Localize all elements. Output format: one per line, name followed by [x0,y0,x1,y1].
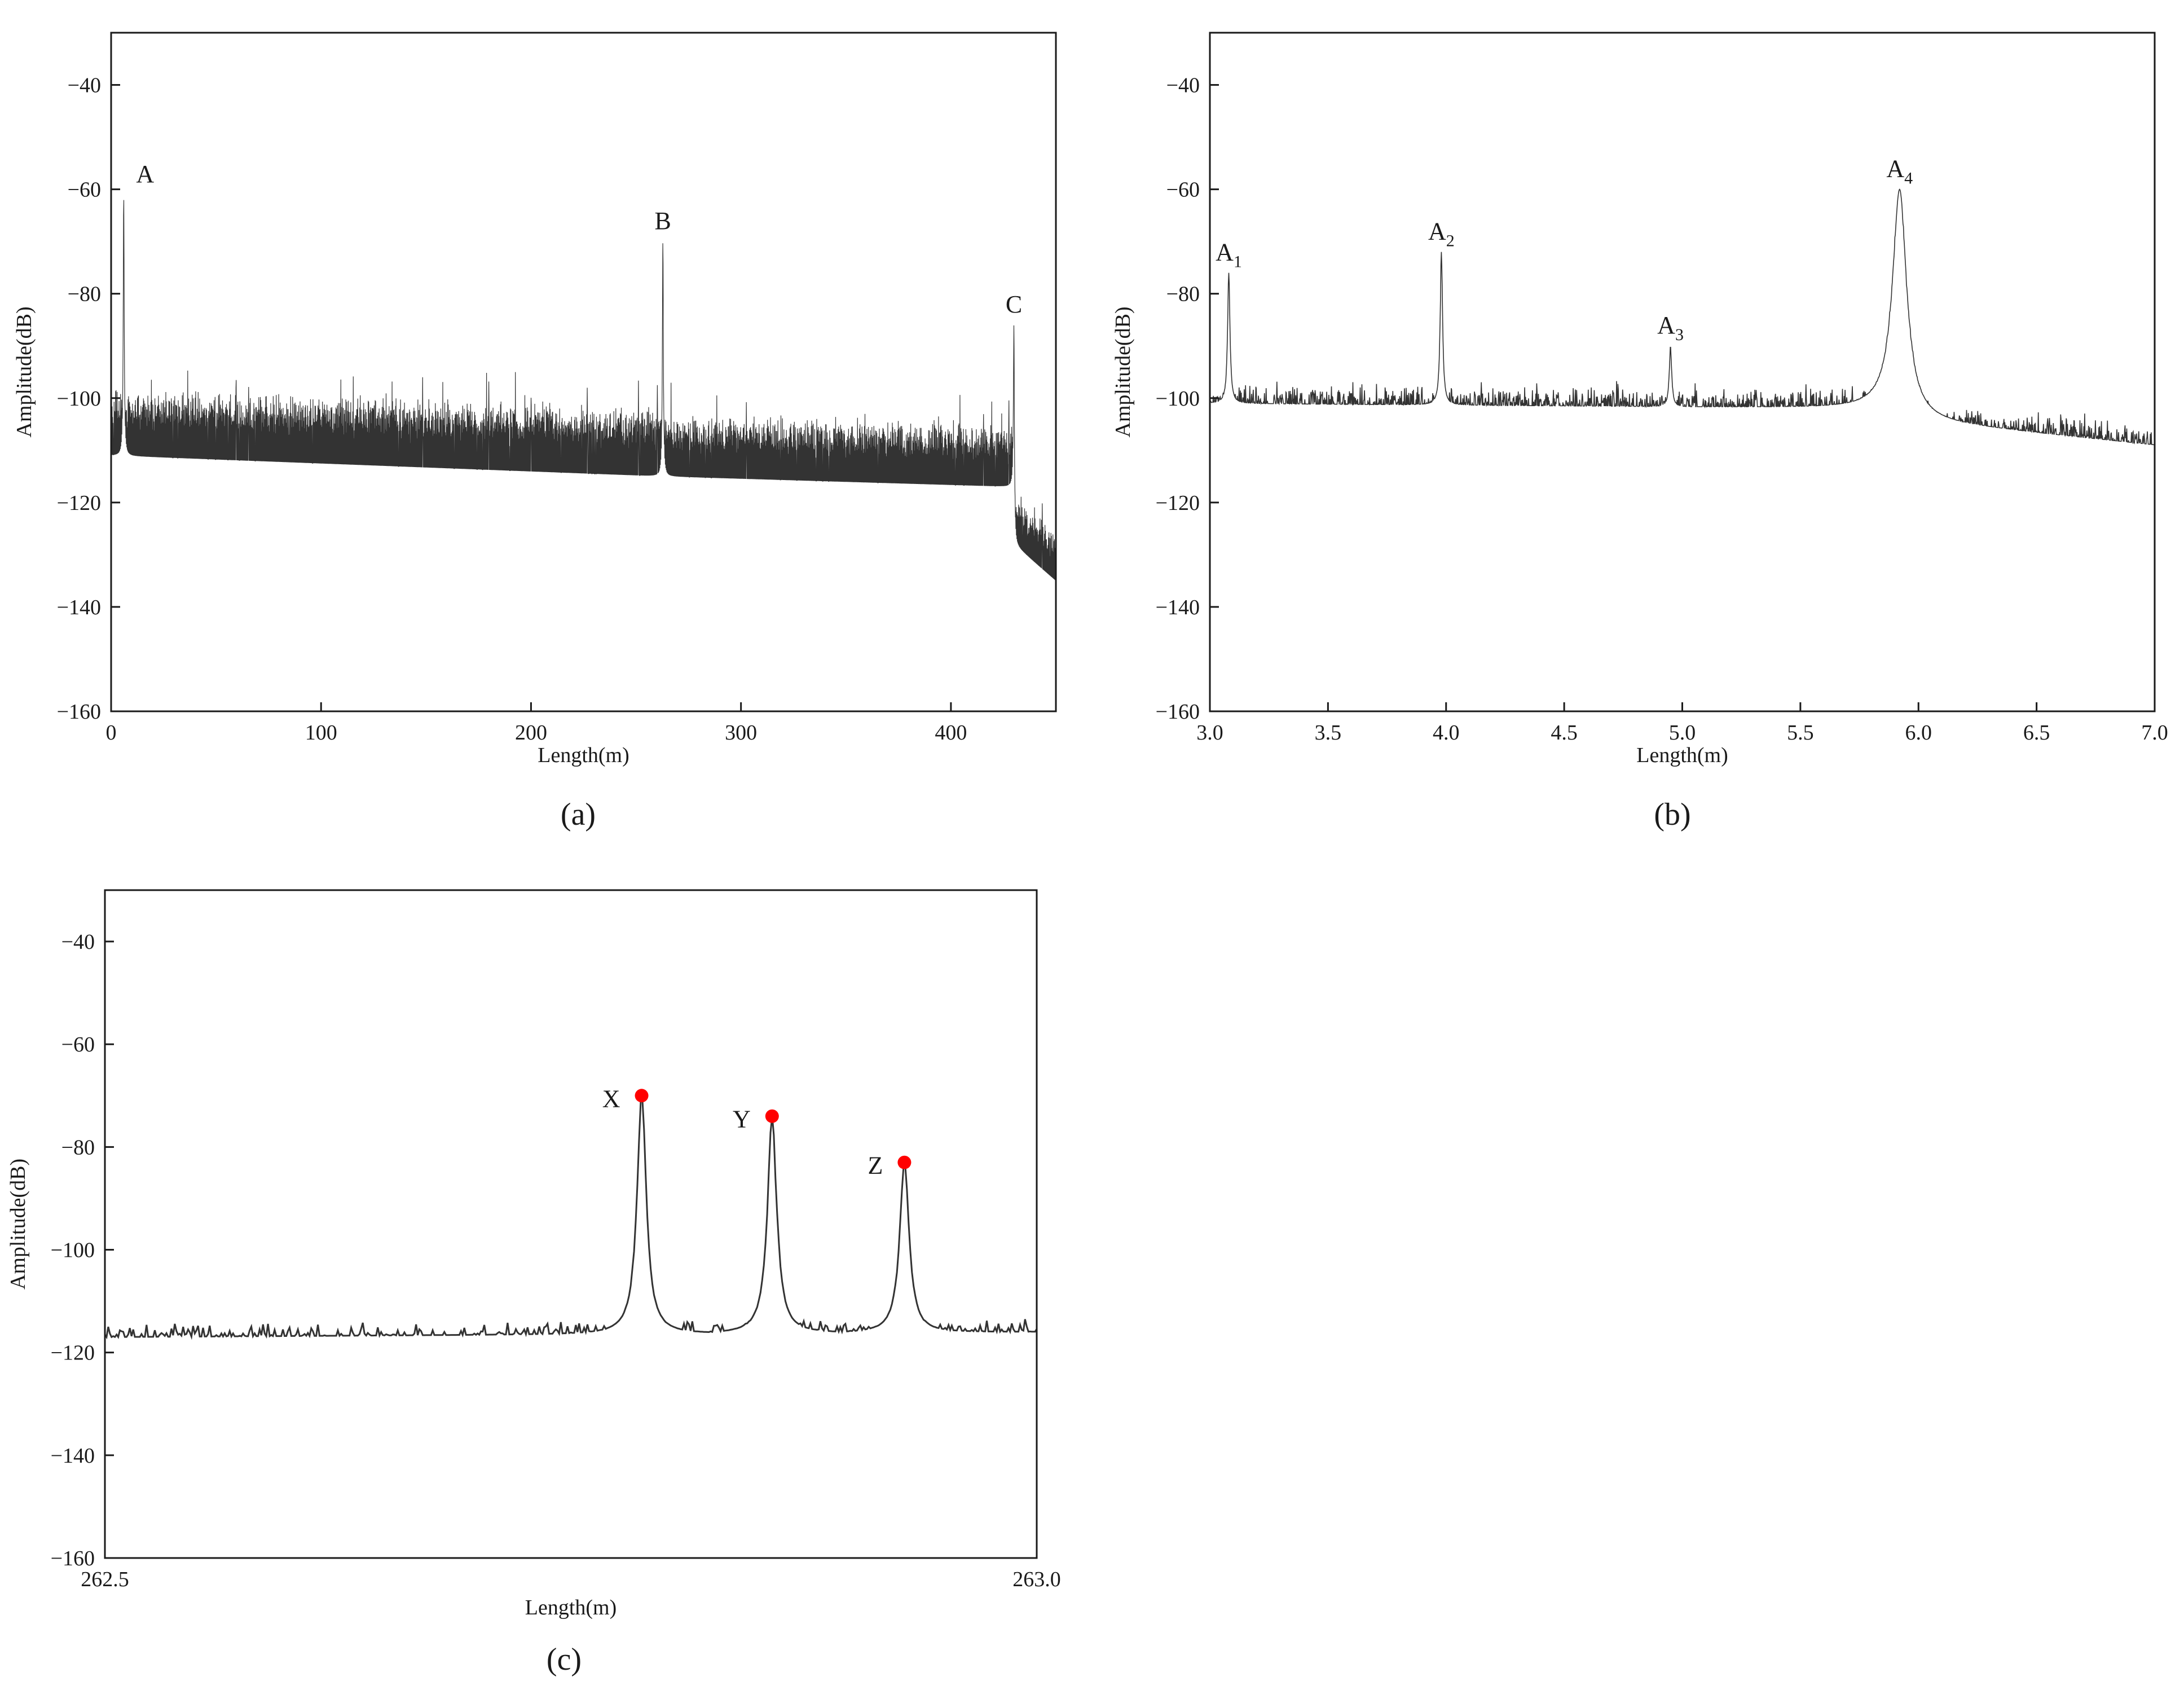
y-axis-title: Amplitude(dB) [6,1159,30,1289]
panel-caption-c: (c) [547,1642,582,1677]
peak-label-subscript: 1 [1234,253,1242,271]
y-tick-label: −60 [1166,178,1200,202]
x-tick-label: 6.0 [1905,721,1932,745]
y-tick-label: −40 [1166,74,1200,98]
y-tick-label: −80 [68,283,101,306]
peak-label-subscript: 3 [1675,325,1684,344]
signal-trace [1209,188,2155,446]
signal-trace [104,1097,1038,1340]
peak-label-a2: A2 [1428,218,1455,250]
peak-label-a4: A4 [1886,155,1913,188]
plot-frame [1209,32,2156,712]
panel-caption-a: (a) [561,797,596,832]
x-tick-label: 0 [106,721,117,745]
peak-label-b: B [655,207,671,235]
x-axis-title: Length(m) [538,743,629,767]
x-tick-label: 300 [725,721,757,745]
y-tick-label: −160 [57,700,101,724]
x-axis-title: Length(m) [1636,743,1728,767]
x-tick-label: 100 [305,721,337,745]
x-tick-label: 4.0 [1433,721,1460,745]
x-tick-label: 3.5 [1315,721,1342,745]
y-tick-label: −80 [1166,283,1200,306]
y-axis-title: Amplitude(dB) [12,306,36,437]
y-tick-label: −60 [61,1033,95,1057]
y-tick-label: −160 [51,1547,95,1570]
peak-label-c: C [1006,291,1022,318]
x-tick-label: 6.5 [2023,721,2050,745]
y-tick-label: −140 [51,1444,95,1468]
panel-caption-b: (b) [1654,797,1690,832]
y-tick-label: −120 [1156,491,1200,515]
peak-marker-y [765,1109,779,1123]
peak-label-z: Z [868,1152,883,1180]
x-tick-label: 262.5 [81,1568,129,1591]
y-tick-label: −60 [68,178,101,202]
x-tick-label: 263.0 [1012,1568,1061,1591]
peak-label-subscript: 4 [1904,169,1913,188]
y-tick-label: −140 [1156,596,1200,619]
peak-marker-z [897,1155,912,1169]
peak-label-a1: A1 [1216,239,1242,271]
x-axis-title: Length(m) [525,1596,617,1619]
y-tick-label: −40 [61,930,95,954]
y-tick-label: −140 [57,596,101,619]
y-tick-label: −160 [1156,700,1200,724]
peak-label-subscript: 2 [1446,232,1455,250]
y-tick-label: −100 [57,387,101,411]
y-tick-label: −100 [51,1239,95,1262]
peak-label-x: X [602,1085,620,1112]
y-axis-title: Amplitude(dB) [1111,306,1135,437]
x-tick-label: 5.0 [1669,721,1696,745]
x-tick-label: 400 [935,721,967,745]
plot-frame [110,32,1057,712]
y-tick-label: −80 [61,1136,95,1159]
x-tick-label: 3.0 [1196,721,1223,745]
peak-label-a: A [136,160,154,188]
x-tick-label: 200 [515,721,547,745]
peak-label-y: Y [733,1106,751,1133]
y-tick-label: −100 [1156,387,1200,411]
x-tick-label: 5.5 [1787,721,1814,745]
y-tick-label: −40 [68,74,101,98]
y-tick-label: −120 [57,491,101,515]
signal-trace [111,200,1056,581]
peak-label-a3: A3 [1657,311,1684,344]
x-tick-label: 7.0 [2141,721,2168,745]
x-tick-label: 4.5 [1551,721,1578,745]
peak-marker-x [635,1089,649,1103]
y-tick-label: −120 [51,1341,95,1365]
plot-frame [104,889,1038,1559]
